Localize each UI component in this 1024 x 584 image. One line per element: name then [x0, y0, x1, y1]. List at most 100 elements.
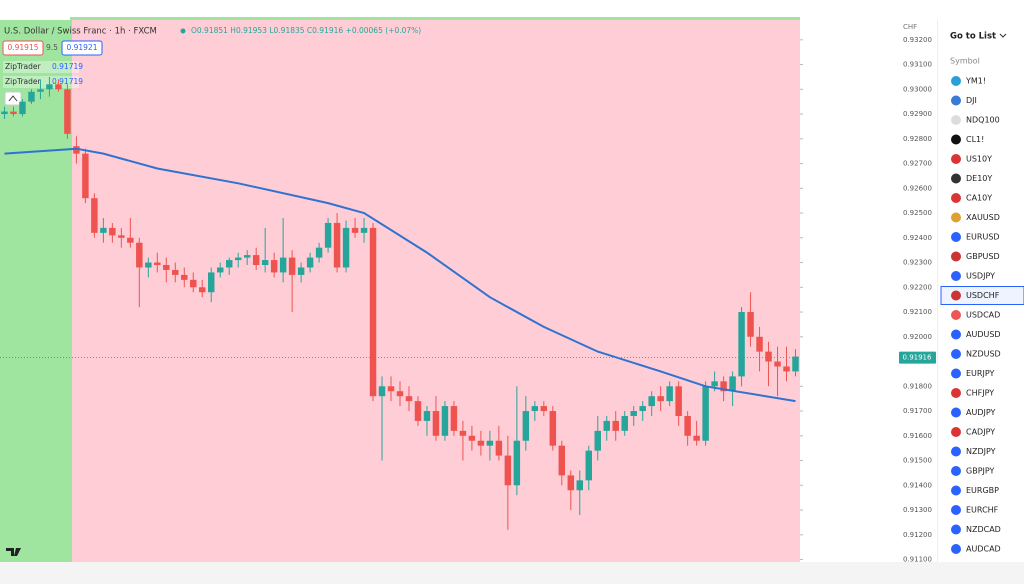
indicator-row[interactable] — [3, 61, 79, 73]
symbol-icon — [951, 290, 961, 301]
buy-box[interactable] — [61, 40, 103, 56]
candle-body — [558, 445, 566, 476]
symbol[interactable]: EURGBP — [966, 486, 999, 495]
candle-body — [657, 396, 664, 402]
candle-body — [540, 406, 548, 412]
candle-body — [450, 406, 458, 431]
symbol[interactable]: GBPUSD — [966, 252, 1000, 261]
symbol-icon — [951, 212, 961, 223]
symbol[interactable]: AUDUSD — [966, 330, 1001, 339]
symbol[interactable]: CHFJPY — [966, 389, 994, 398]
candle-body — [154, 262, 161, 266]
symbol[interactable]: DE10Y — [966, 174, 992, 183]
symbol[interactable]: XAUUSD — [966, 213, 1000, 222]
candle-body — [702, 386, 709, 441]
candle-body — [190, 279, 197, 288]
last-price-box — [899, 351, 936, 364]
candle-body — [774, 361, 781, 367]
candle-body — [1, 111, 8, 115]
candle-body — [28, 91, 35, 102]
ohlc: O0.91851 H0.91953 L0.91835 C0.91916 +0.0… — [191, 26, 421, 35]
symbol[interactable]: US10Y — [966, 155, 992, 164]
candle-body — [522, 411, 530, 441]
symbol[interactable]: NZDCAD — [966, 525, 1001, 534]
symbol[interactable]: USDCAD — [966, 311, 1000, 320]
symbol[interactable]: YM1! — [965, 77, 986, 86]
symbol[interactable]: GBPJPY — [966, 467, 995, 476]
candle-body — [432, 411, 440, 436]
candle-body — [55, 84, 62, 90]
candle-body — [675, 386, 682, 416]
symbol-icon — [951, 505, 961, 515]
symbol-icon — [951, 193, 961, 203]
symbol[interactable]: CL1! — [966, 135, 984, 144]
symbol-icon — [951, 329, 961, 340]
collapse-button[interactable] — [4, 91, 22, 106]
y-tick-label: 0.92500 — [903, 209, 932, 217]
candle-body — [504, 455, 512, 486]
candle-body — [234, 257, 242, 261]
candle-body — [199, 287, 206, 293]
candle-body — [648, 396, 655, 407]
symbol[interactable]: AUDJPY — [966, 408, 995, 417]
symbol[interactable]: EURCHF — [966, 506, 999, 515]
symbol[interactable]: EURUSD — [966, 233, 1000, 242]
indicator-value: 0.91719 — [52, 62, 83, 71]
y-tick-label: 0.91700 — [903, 407, 932, 415]
watchlist-title[interactable]: Go to List — [950, 32, 996, 42]
candle-body — [684, 415, 691, 436]
candle-body — [82, 153, 89, 199]
candle-body — [414, 401, 422, 421]
candle-body — [549, 411, 557, 446]
y-tick-label: 0.91300 — [903, 506, 932, 514]
candle-body — [765, 351, 772, 362]
candle-body — [594, 430, 601, 451]
status-dot — [180, 28, 186, 34]
symbol[interactable]: NDQ100 — [966, 116, 1000, 125]
y-tick-label: 0.92200 — [903, 283, 932, 291]
sell-box[interactable] — [2, 40, 44, 56]
symbol[interactable]: USDCHF — [966, 291, 1000, 300]
symbol-icon — [951, 407, 961, 418]
symbol-icon — [951, 368, 961, 379]
candle-body — [468, 435, 476, 441]
y-tick-label: 0.92900 — [903, 110, 932, 118]
symbol[interactable]: NZDJPY — [966, 447, 996, 456]
top-bar — [70, 17, 800, 20]
symbol-icon — [951, 388, 961, 398]
symbol[interactable]: AUDCAD — [966, 545, 1001, 554]
candle-body — [693, 435, 700, 441]
symbol-icon — [951, 271, 961, 281]
y-tick-label: 0.91400 — [903, 481, 932, 489]
spread: 9.5 — [46, 43, 58, 52]
candle-body — [792, 356, 799, 372]
candle-body — [324, 222, 332, 248]
y-tick-label: 0.91800 — [903, 382, 932, 390]
sell-price: 0.91915 — [7, 43, 38, 52]
symbol[interactable]: USDJPY — [966, 272, 995, 281]
symbol[interactable]: NZDUSD — [966, 350, 1001, 359]
symbol[interactable]: CA10Y — [966, 194, 992, 203]
symbol[interactable]: EURJPY — [966, 369, 994, 378]
symbol[interactable]: DJI — [966, 96, 977, 105]
y-tick-label: 0.91600 — [903, 432, 932, 440]
candle-body — [333, 222, 341, 268]
candle-body — [387, 386, 395, 392]
candle-body — [91, 198, 98, 233]
y-tick-label: 0.93000 — [903, 85, 932, 93]
y-tick-label: 0.92600 — [903, 184, 932, 192]
symbol-icon — [951, 173, 961, 184]
symbol-icon — [951, 466, 961, 476]
symbol-icon — [951, 76, 961, 86]
candle-body — [531, 406, 539, 412]
candle-body — [46, 84, 53, 90]
candle-body — [729, 376, 736, 392]
candle-body — [630, 411, 637, 416]
y-tick-label: 0.93100 — [903, 61, 932, 69]
candle-body — [64, 89, 71, 134]
symbol[interactable]: CADJPY — [966, 428, 995, 437]
candle-body — [612, 420, 619, 431]
candle-body — [423, 411, 431, 421]
candle-body — [738, 312, 745, 377]
